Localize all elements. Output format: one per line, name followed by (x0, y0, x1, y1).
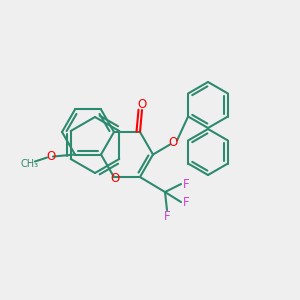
Text: O: O (168, 136, 178, 149)
Text: CH₃: CH₃ (21, 158, 39, 169)
Text: F: F (164, 209, 170, 223)
Text: F: F (183, 196, 189, 208)
Text: O: O (46, 150, 56, 163)
Text: O: O (137, 98, 147, 112)
Text: O: O (110, 172, 120, 184)
Text: F: F (183, 178, 189, 190)
